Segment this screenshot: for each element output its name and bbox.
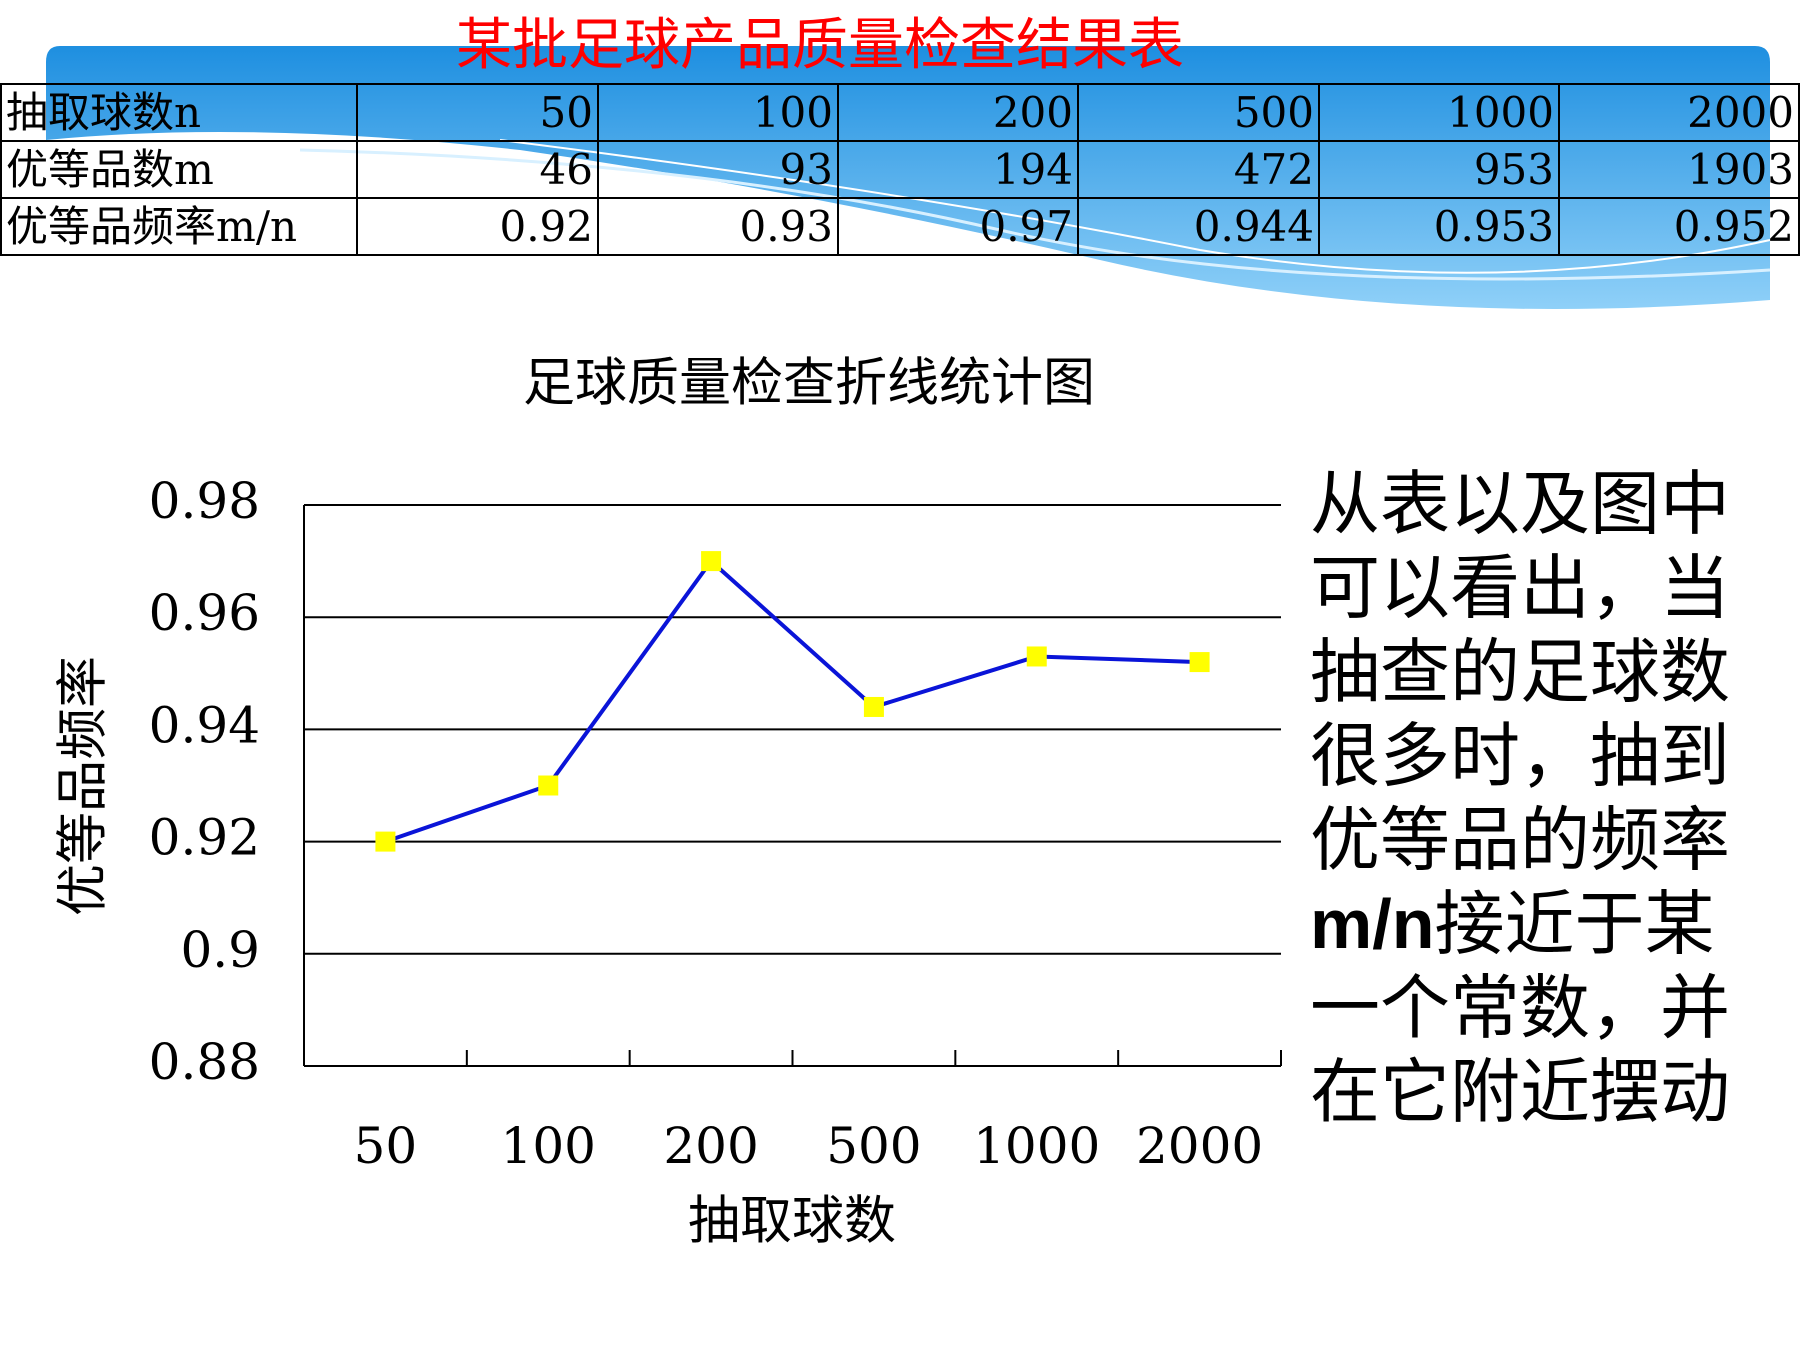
x-tick-label: 50 bbox=[354, 1117, 418, 1175]
page-title: 某批足球产品质量检查结果表 bbox=[456, 13, 1184, 78]
chart-title: 足球质量检查折线统计图 bbox=[523, 354, 1095, 414]
table-cell: 953 bbox=[1318, 140, 1560, 199]
table-cell: 0.92 bbox=[356, 197, 599, 256]
note-formula: m/n bbox=[1310, 885, 1435, 963]
row-header: 优等品数m bbox=[0, 140, 358, 199]
table-cell: 46 bbox=[356, 140, 599, 199]
data-point bbox=[863, 696, 884, 717]
table-cell: 0.944 bbox=[1077, 197, 1320, 256]
x-tick-label: 2000 bbox=[1136, 1117, 1263, 1175]
y-tick-label: 0.98 bbox=[149, 472, 260, 530]
x-axis-label: 抽取球数 bbox=[688, 1192, 896, 1252]
data-line bbox=[384, 558, 1200, 844]
result-table: 抽取球数n 50 100 200 500 1000 2000 优等品数m 46 93 194 472 9… bbox=[0, 83, 1800, 256]
y-tick-label: 0.94 bbox=[149, 696, 260, 754]
table-cell: 472 bbox=[1077, 140, 1320, 199]
data-point bbox=[701, 551, 722, 572]
x-tick-label: 500 bbox=[826, 1117, 921, 1175]
table-cell: 0.93 bbox=[597, 197, 839, 256]
table-row: 优等品频率m/n 0.92 0.93 0.97 0.944 0.953 0.952 bbox=[0, 197, 1800, 256]
data-point bbox=[1189, 652, 1210, 673]
table-cell: 1000 bbox=[1318, 83, 1560, 142]
y-tick-label: 0.92 bbox=[149, 809, 260, 867]
x-tick-label: 1000 bbox=[973, 1117, 1100, 1175]
table-cell: 0.953 bbox=[1318, 197, 1560, 256]
note-text: 接近于某一个常数，并在它附近摆动 bbox=[1310, 883, 1730, 1133]
table-row: 优等品数m 46 93 194 472 953 1903 bbox=[0, 140, 1800, 199]
y-tick-label: 0.88 bbox=[149, 1033, 260, 1091]
table-cell: 0.952 bbox=[1558, 197, 1800, 256]
table-cell: 500 bbox=[1077, 83, 1320, 142]
table-row: 抽取球数n 50 100 200 500 1000 2000 bbox=[0, 83, 1800, 142]
row-header: 抽取球数n bbox=[0, 83, 358, 142]
data-point bbox=[538, 775, 559, 796]
table-cell: 100 bbox=[597, 83, 839, 142]
x-tick-label: 200 bbox=[663, 1117, 758, 1175]
table-cell: 93 bbox=[597, 140, 839, 199]
note-text: 从表以及图中可以看出，当抽查的足球数很多时，抽到优等品的频率 bbox=[1310, 463, 1730, 881]
y-axis-label: 优等品频率 bbox=[54, 656, 114, 916]
conclusion-text: 从表以及图中可以看出，当抽查的足球数很多时，抽到优等品的频率m/n接近于某一个常… bbox=[1310, 462, 1760, 1134]
data-point bbox=[375, 831, 396, 852]
table-cell: 200 bbox=[837, 83, 1079, 142]
table-cell: 194 bbox=[837, 140, 1079, 199]
y-tick-label: 0.9 bbox=[180, 921, 260, 979]
table-cell: 2000 bbox=[1558, 83, 1800, 142]
table-cell: 0.97 bbox=[837, 197, 1079, 256]
data-point bbox=[1026, 646, 1047, 667]
table-cell: 1903 bbox=[1558, 140, 1800, 199]
x-tick-label: 100 bbox=[501, 1117, 596, 1175]
y-tick-label: 0.96 bbox=[149, 584, 260, 642]
row-header: 优等品频率m/n bbox=[0, 197, 358, 256]
table-cell: 50 bbox=[356, 83, 599, 142]
